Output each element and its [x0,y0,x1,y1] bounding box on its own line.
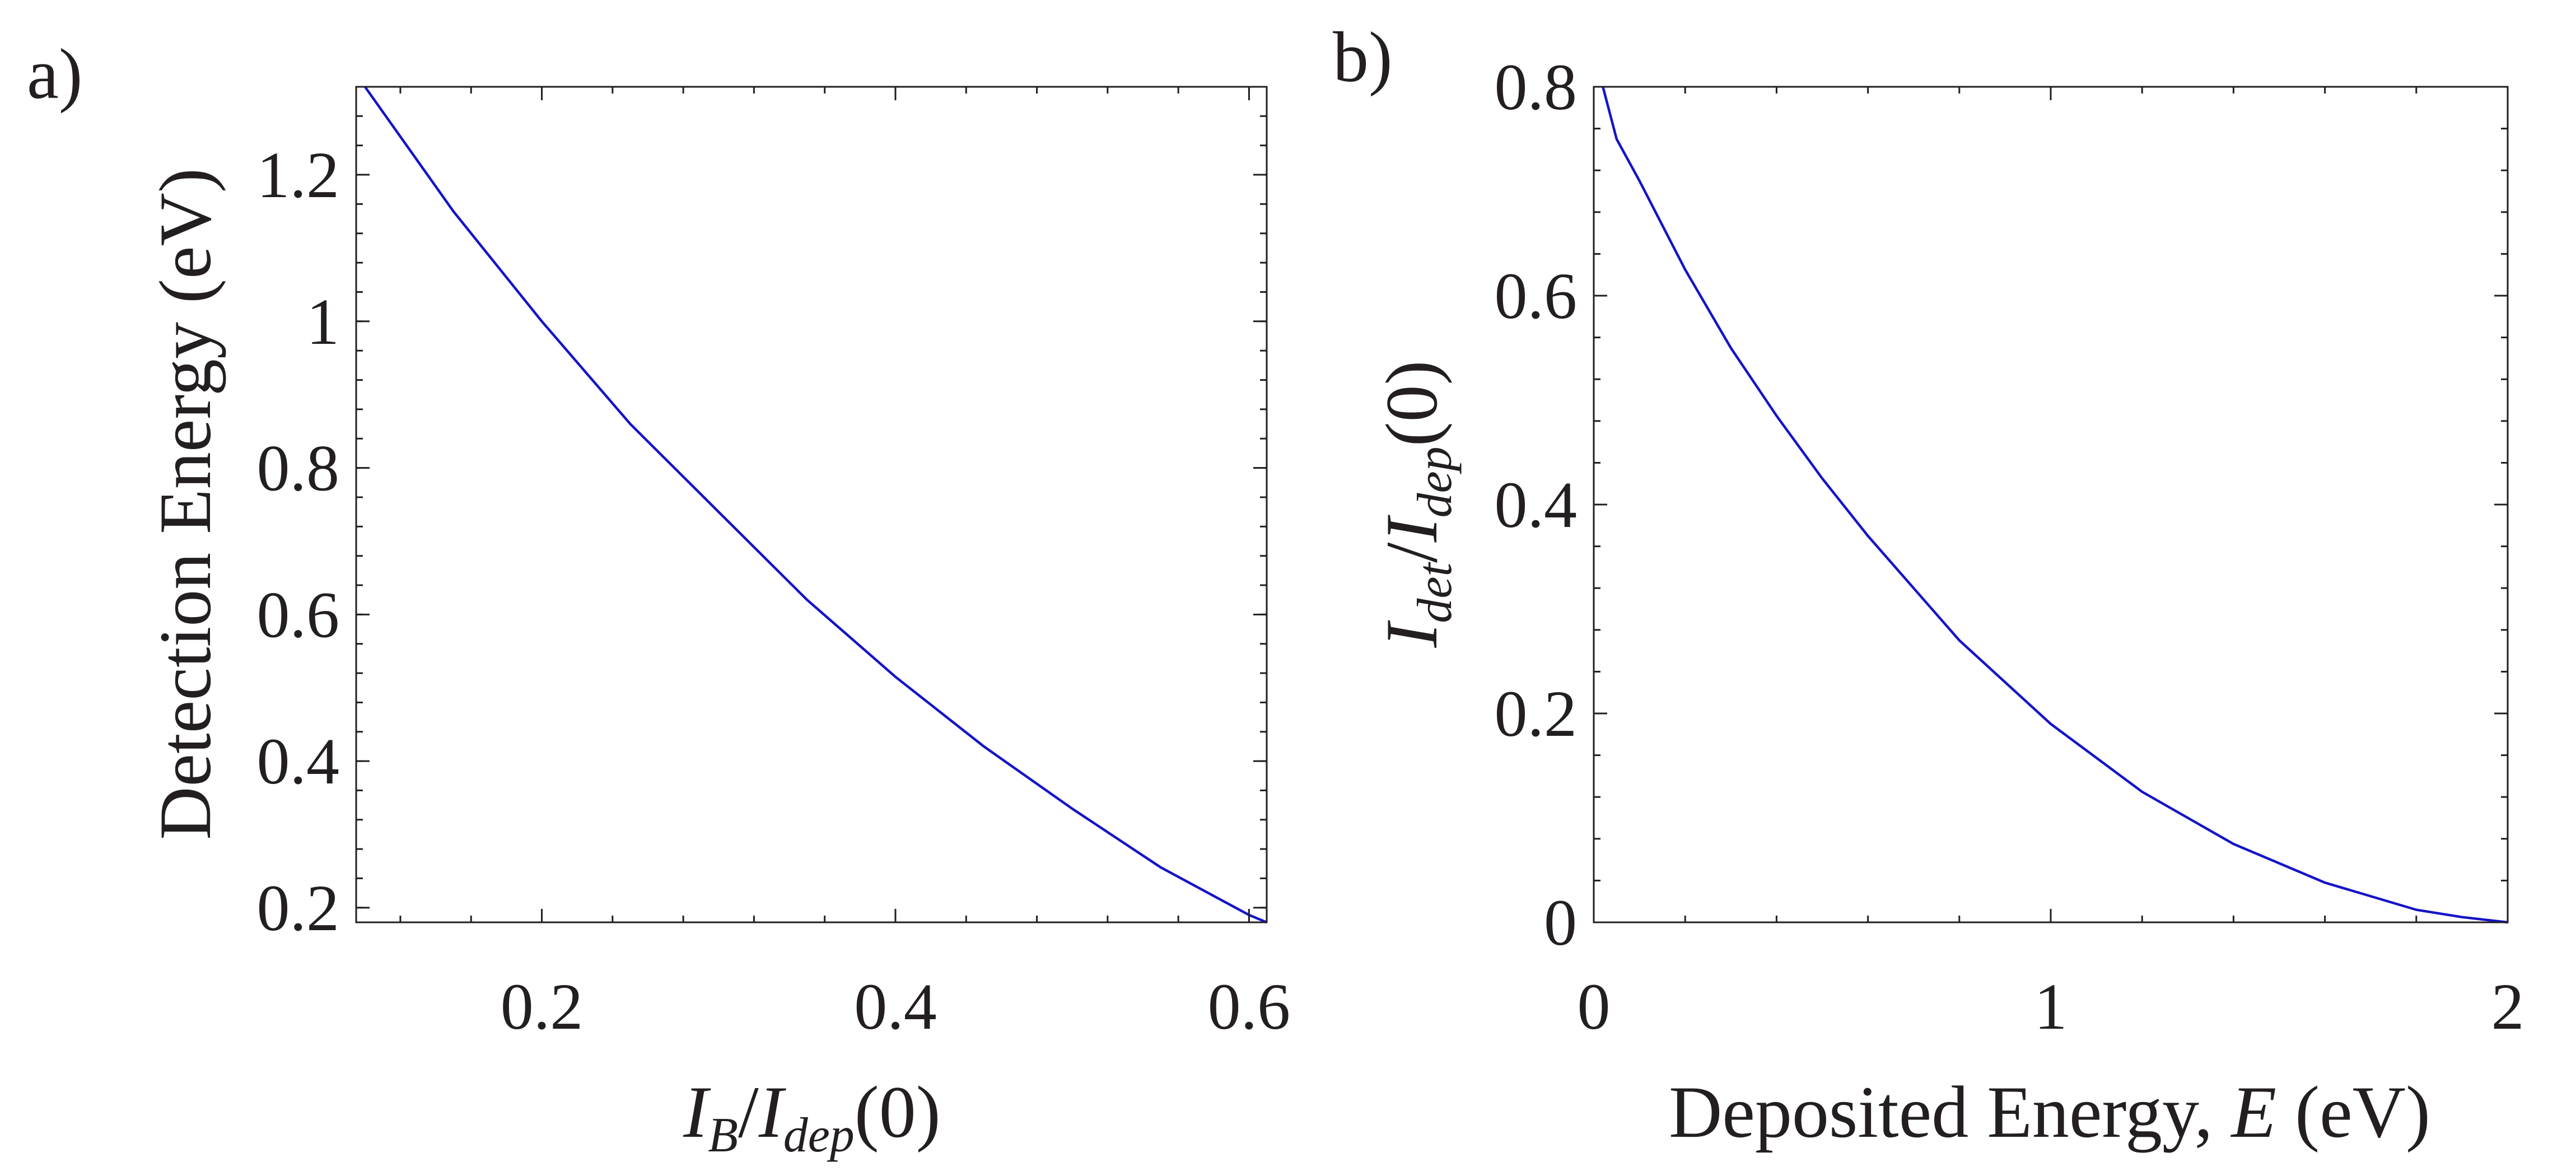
x-tick-label: 1 [2034,970,2068,1043]
y-tick-label: 0.8 [257,432,340,505]
panel-b-label: b) [1333,17,1393,97]
x-tick-label: 2 [2491,970,2524,1043]
y-tick-label: 1.2 [257,138,340,212]
x-tick-label: 0.6 [1208,970,1291,1043]
y-tick-label: 0.4 [257,725,340,798]
panel-a-x-axis-title: IB/Idep(0) [683,1071,940,1163]
panel-b-tick-labels: 0 1 2 0 0.2 0.4 0.6 0.8 [1495,50,2524,1043]
panel-b-ticks [1593,86,2509,923]
y-tick-label: 0.6 [1495,259,1578,333]
x-tick-label: 0.4 [854,970,937,1043]
panel-b-x-axis-title: Deposited Energy, E (eV) [1669,1071,2430,1153]
y-tick-label: 0.2 [1495,677,1578,750]
panel-a: a) 0.2 0.4 0.6 0.2 0.4 0.6 0.8 1 1.2 Detection E… [27,34,1290,1163]
y-tick-label: 1 [306,285,339,358]
panel-a-ticks [356,86,1267,922]
y-tick-label: 0.4 [1495,468,1578,542]
y-tick-label: 0.8 [1495,50,1578,124]
panel-b: b) 0 1 2 0 0.2 0.4 0.6 0.8 Idet/Idep(0) Deposit… [1333,17,2524,1153]
panel-a-frame [355,86,1268,923]
panel-a-y-axis-title: Detection Energy (eV) [144,168,226,840]
y-tick-label: 0.2 [257,871,340,945]
panel-a-label: a) [27,34,82,114]
x-tick-label: 0.2 [501,970,584,1043]
panel-b-curve [1602,86,2508,924]
panel-a-tick-labels: 0.2 0.4 0.6 0.2 0.4 0.6 0.8 1 1.2 [257,138,1291,1043]
x-tick-label: 0 [1578,970,1611,1043]
panel-a-curve [363,86,1267,924]
panel-b-y-axis-title: Idet/Idep(0) [1370,360,1462,648]
panel-b-frame [1593,86,2509,923]
y-tick-label: 0.6 [257,578,340,651]
y-tick-label: 0 [1544,886,1577,959]
